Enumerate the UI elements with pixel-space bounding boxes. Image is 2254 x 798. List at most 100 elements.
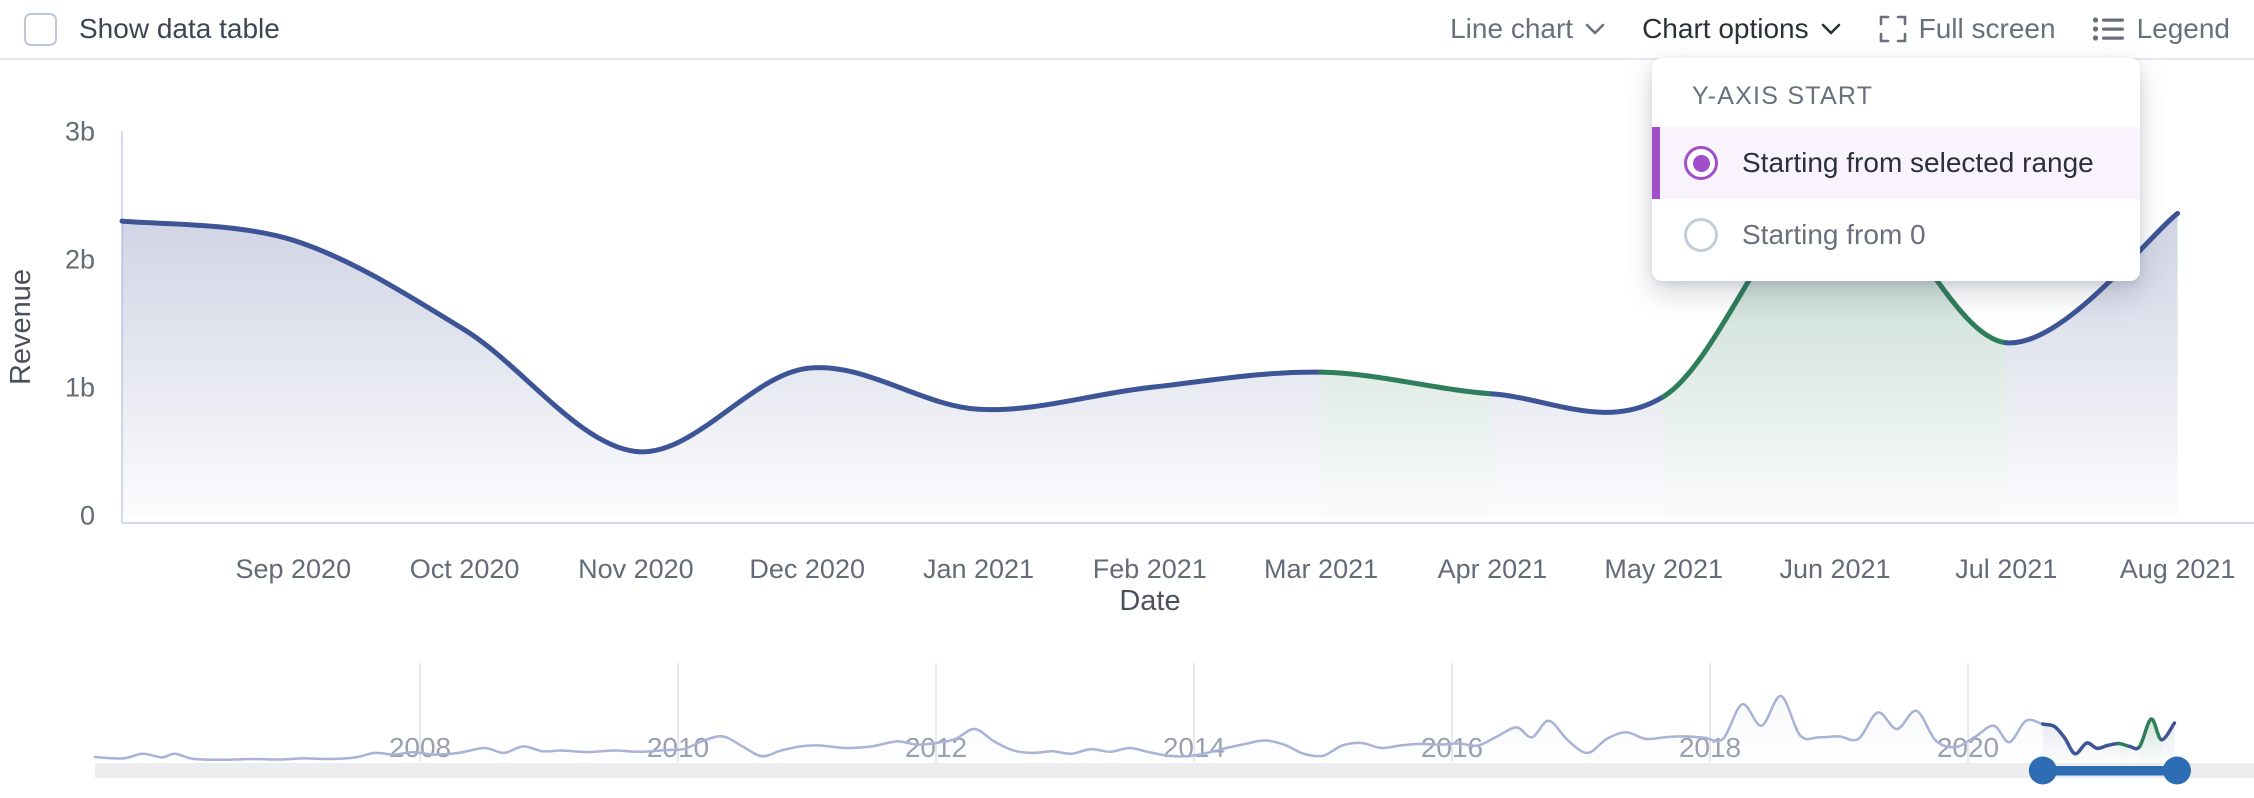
navigator-area-fill [2026,719,2043,762]
navigator-line [1399,742,1421,747]
navigator-area-fill [613,750,640,762]
navigator-line [1108,746,1131,754]
navigator-area-fill [1400,743,1420,762]
radio-unselected-icon[interactable] [1684,218,1718,252]
navigator-line [702,734,725,742]
full-screen-label: Full screen [1918,13,2056,44]
show-data-table-control: Show data table [24,12,280,46]
chart-options-dropdown[interactable]: Chart options [1642,13,1842,45]
navigator-area-fill [1897,710,1917,762]
navigator-area-fill [2009,720,2027,762]
main-series-line [290,237,468,333]
navigator-line [1934,739,1957,749]
navigator-line [1895,709,1918,731]
navigator-line [1682,735,1705,739]
navigator-area-fill [1245,740,1265,762]
option-starting-from-selected-range[interactable]: Starting from selected range [1652,127,2140,199]
y-axis-title: Revenue [5,269,37,385]
navigator-line [1915,709,1937,742]
navigator-scrollbar-track[interactable] [95,763,2254,778]
navigator-area-fill [1935,740,1956,762]
navigator-line [896,740,918,746]
navigator-area-fill [1419,743,1440,762]
navigator-line [1031,750,1054,755]
chart-options-panel: Y-AXIS START Starting from selected rang… [1652,58,2140,281]
navigator-line [1070,747,1093,755]
navigator-area-fill [1587,738,1607,762]
navigator-line [122,752,144,760]
navigator-line [1418,742,1441,746]
navigator-area-fill [162,753,175,762]
navigator-area-fill [2161,723,2175,762]
navigator-range-bar[interactable] [2042,766,2177,776]
navigator-line [1437,742,1460,746]
option-label: Starting from selected range [1742,147,2094,178]
navigator-area-fill [723,736,743,762]
navigator-area-fill [1206,747,1227,762]
navigator-line [934,737,957,745]
navigator-handle-left[interactable] [2028,756,2057,785]
x-tick-label: Jul 2021 [1955,554,2057,584]
show-data-table-checkbox[interactable] [24,12,57,46]
navigator-area-fill [1722,704,1743,762]
x-tick-label: Sep 2020 [235,554,351,584]
navigator-area-fill [1742,704,1762,762]
toolbar-actions: Line chart Chart options Full screen [1450,13,2230,45]
navigator-line [799,744,822,748]
main-series-line [2003,210,2181,346]
navigator-area-fill [1993,725,2010,762]
navigator-area-fill [994,741,1014,762]
navigator-area-fill [1703,737,1723,762]
series-area-fill [293,240,465,519]
navigator-line [1302,752,1325,758]
navigator-line [225,757,254,761]
navigator-line [373,751,396,756]
navigator-line [328,756,357,761]
navigator-line [1341,741,1363,747]
navigator-line [431,751,460,756]
navigator-area-fill [845,746,872,762]
navigator-area-fill [1458,743,1478,762]
full-screen-button[interactable]: Full screen [1878,13,2056,45]
navigator-line [1321,744,1344,757]
x-tick-label: Mar 2021 [1264,554,1378,584]
navigator-handle-right[interactable] [2162,756,2191,785]
navigator-line [502,745,525,755]
legend-button[interactable]: Legend [2092,13,2230,45]
navigator-area-fill [1858,712,1878,762]
y-tick-label: 3b [65,117,95,147]
navigator-line [1263,739,1286,746]
series-area-fill [122,221,294,518]
chart-type-label: Line chart [1450,13,1574,44]
navigator-area-fill [1548,720,1569,762]
navigator-line [193,757,228,761]
navigator-line [2159,721,2177,742]
navigator-line [93,755,125,760]
navigator-area-fill [1839,736,1859,762]
navigator-area-fill [1516,727,1532,762]
chart-type-dropdown[interactable]: Line chart [1450,13,1606,45]
series-area-fill [1492,393,1664,518]
navigator-line [541,749,564,753]
navigator-area-fill [355,752,375,762]
fullscreen-icon [1878,14,1908,44]
x-tick-label: May 2021 [1604,554,1723,584]
navigator-line [1721,703,1744,741]
navigator-area-fill [1800,735,1820,762]
navigator-line [354,751,377,759]
navigator-area-fill [2139,719,2152,762]
option-starting-from-zero[interactable]: Starting from 0 [1652,199,2140,271]
navigator-line [586,749,615,754]
navigator-line [1457,742,1480,748]
navigator-line [1495,726,1518,738]
navigator-line [721,735,744,748]
x-tick-label: Apr 2021 [1438,554,1548,584]
navigator-line [992,740,1015,752]
navigator-line [160,752,177,759]
navigator-line [1147,750,1170,757]
navigator-area-fill [639,750,666,762]
chart-options-label: Chart options [1642,13,1809,44]
navigator-area-fill [684,740,704,762]
radio-selected-icon[interactable] [1684,146,1718,180]
navigator-area-fill [665,748,685,762]
